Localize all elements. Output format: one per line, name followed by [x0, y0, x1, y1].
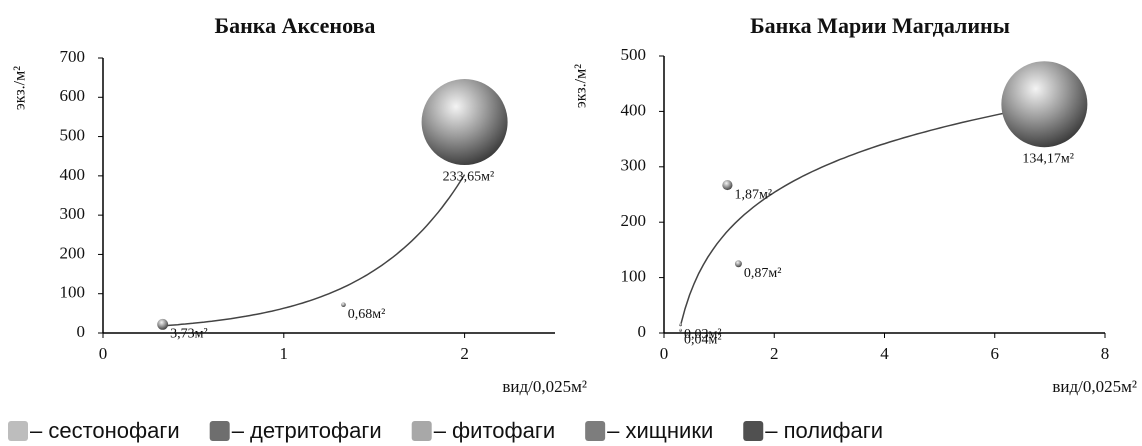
bubble — [679, 323, 683, 327]
trendline — [162, 174, 466, 327]
legend-swatch — [8, 421, 28, 441]
bubble — [341, 302, 346, 308]
y-tick-label: 100 — [60, 283, 86, 302]
y-tick-label: 100 — [621, 267, 647, 286]
bubble-label: 134,17м² — [1022, 151, 1074, 166]
y-tick-label: 0 — [638, 322, 647, 341]
x-tick-label: 2 — [770, 344, 779, 363]
chart-title: Банка Марии Магдалины — [750, 13, 1010, 38]
legend-label: – детритофаги — [232, 418, 382, 443]
legend-label: – фитофаги — [434, 418, 555, 443]
y-tick-label: 300 — [621, 156, 647, 175]
x-tick-label: 0 — [660, 344, 669, 363]
y-tick-label: 500 — [621, 45, 647, 64]
x-axis-label: вид/0,025м² — [502, 377, 587, 396]
bubble-label: 3,73м² — [170, 327, 208, 342]
bubble — [421, 79, 508, 166]
x-tick-label: 1 — [280, 344, 289, 363]
bubble-label: 0,87м² — [744, 266, 782, 281]
y-tick-label: 400 — [621, 100, 647, 119]
bubble — [734, 260, 742, 268]
bubble — [722, 180, 733, 191]
y-tick-label: 700 — [60, 47, 86, 66]
y-tick-label: 0 — [77, 322, 86, 341]
x-tick-label: 0 — [99, 344, 108, 363]
bubble-label: 233,65м² — [443, 169, 495, 184]
x-tick-label: 8 — [1101, 344, 1110, 363]
x-tick-label: 4 — [880, 344, 889, 363]
x-tick-label: 2 — [460, 344, 469, 363]
legend-label: – сестонофаги — [30, 418, 180, 443]
y-tick-label: 600 — [60, 86, 86, 105]
legend-swatch — [411, 421, 432, 441]
y-tick-label: 400 — [60, 165, 86, 184]
bubble-label: 0,03м² — [684, 327, 722, 342]
y-tick-label: 200 — [60, 243, 86, 262]
bubble — [679, 328, 683, 332]
legend-swatch — [209, 421, 230, 441]
bubble-label: 0,04м² — [684, 332, 722, 347]
y-tick-label: 500 — [60, 125, 86, 144]
bubble-label: 1,87м² — [734, 187, 772, 202]
x-axis-label: вид/0,025м² — [1052, 377, 1137, 396]
legend-label: – полифаги — [765, 418, 883, 443]
legend-swatch — [585, 421, 606, 441]
y-axis-label: экз./м² — [573, 64, 590, 108]
x-tick-label: 6 — [991, 344, 1000, 363]
y-tick-label: 300 — [60, 204, 86, 223]
legend-swatch — [743, 421, 764, 441]
bubble — [1001, 61, 1088, 148]
legend-label: – хищники — [607, 418, 713, 443]
y-axis-label: экз./м² — [12, 66, 29, 110]
trendline — [679, 104, 1045, 326]
bubble — [157, 318, 169, 330]
y-tick-label: 200 — [621, 211, 647, 230]
bubble-label: 0,68м² — [348, 307, 386, 322]
chart-title: Банка Аксенова — [215, 13, 376, 38]
